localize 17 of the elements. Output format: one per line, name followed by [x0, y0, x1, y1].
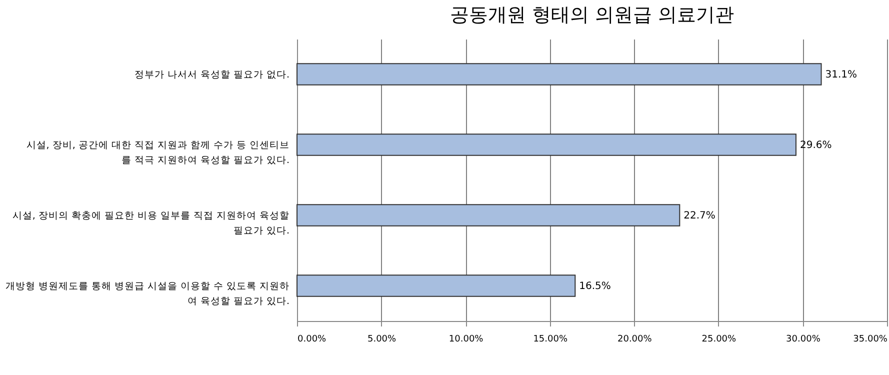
data-label: 29.6% — [800, 140, 832, 151]
y-tick-label: 시설, 장비의 확충에 필요한 비용 일부를 직접 지원하여 육성할 필요가 있다. — [12, 210, 290, 236]
y-tick-label: 시설, 장비, 공간에 대한 직접 지원과 함께 수가 등 인센티브를 적극 지원하여 육성할 필요가 있다. — [26, 140, 290, 166]
x-tick-label: 0.00% — [298, 334, 327, 344]
x-tick-label: 5.00% — [367, 334, 397, 344]
data-label: 31.1% — [825, 69, 858, 80]
chart-title: 공동개원 형태의 의원급 의료기관 — [450, 4, 734, 26]
x-tick-label: 25.00% — [702, 334, 737, 344]
y-tick-label: 개방형 병원제도를 통해 병원급 시설을 이용할 수 있도록 지원하여 육성할 필요가 있다. — [5, 280, 290, 307]
data-label: 22.7% — [684, 210, 716, 222]
x-tick-label: 10.00% — [448, 334, 484, 344]
data-label: 16.5% — [579, 280, 611, 292]
x-tick-label: 35.00% — [853, 334, 888, 344]
y-tick-label: 정부가 나서서 육성할 필요가 없다. — [134, 69, 290, 80]
x-tick-label: 15.00% — [533, 334, 568, 344]
x-tick-label: 30.00% — [786, 334, 821, 344]
x-tick-label: 20.00% — [617, 334, 652, 344]
